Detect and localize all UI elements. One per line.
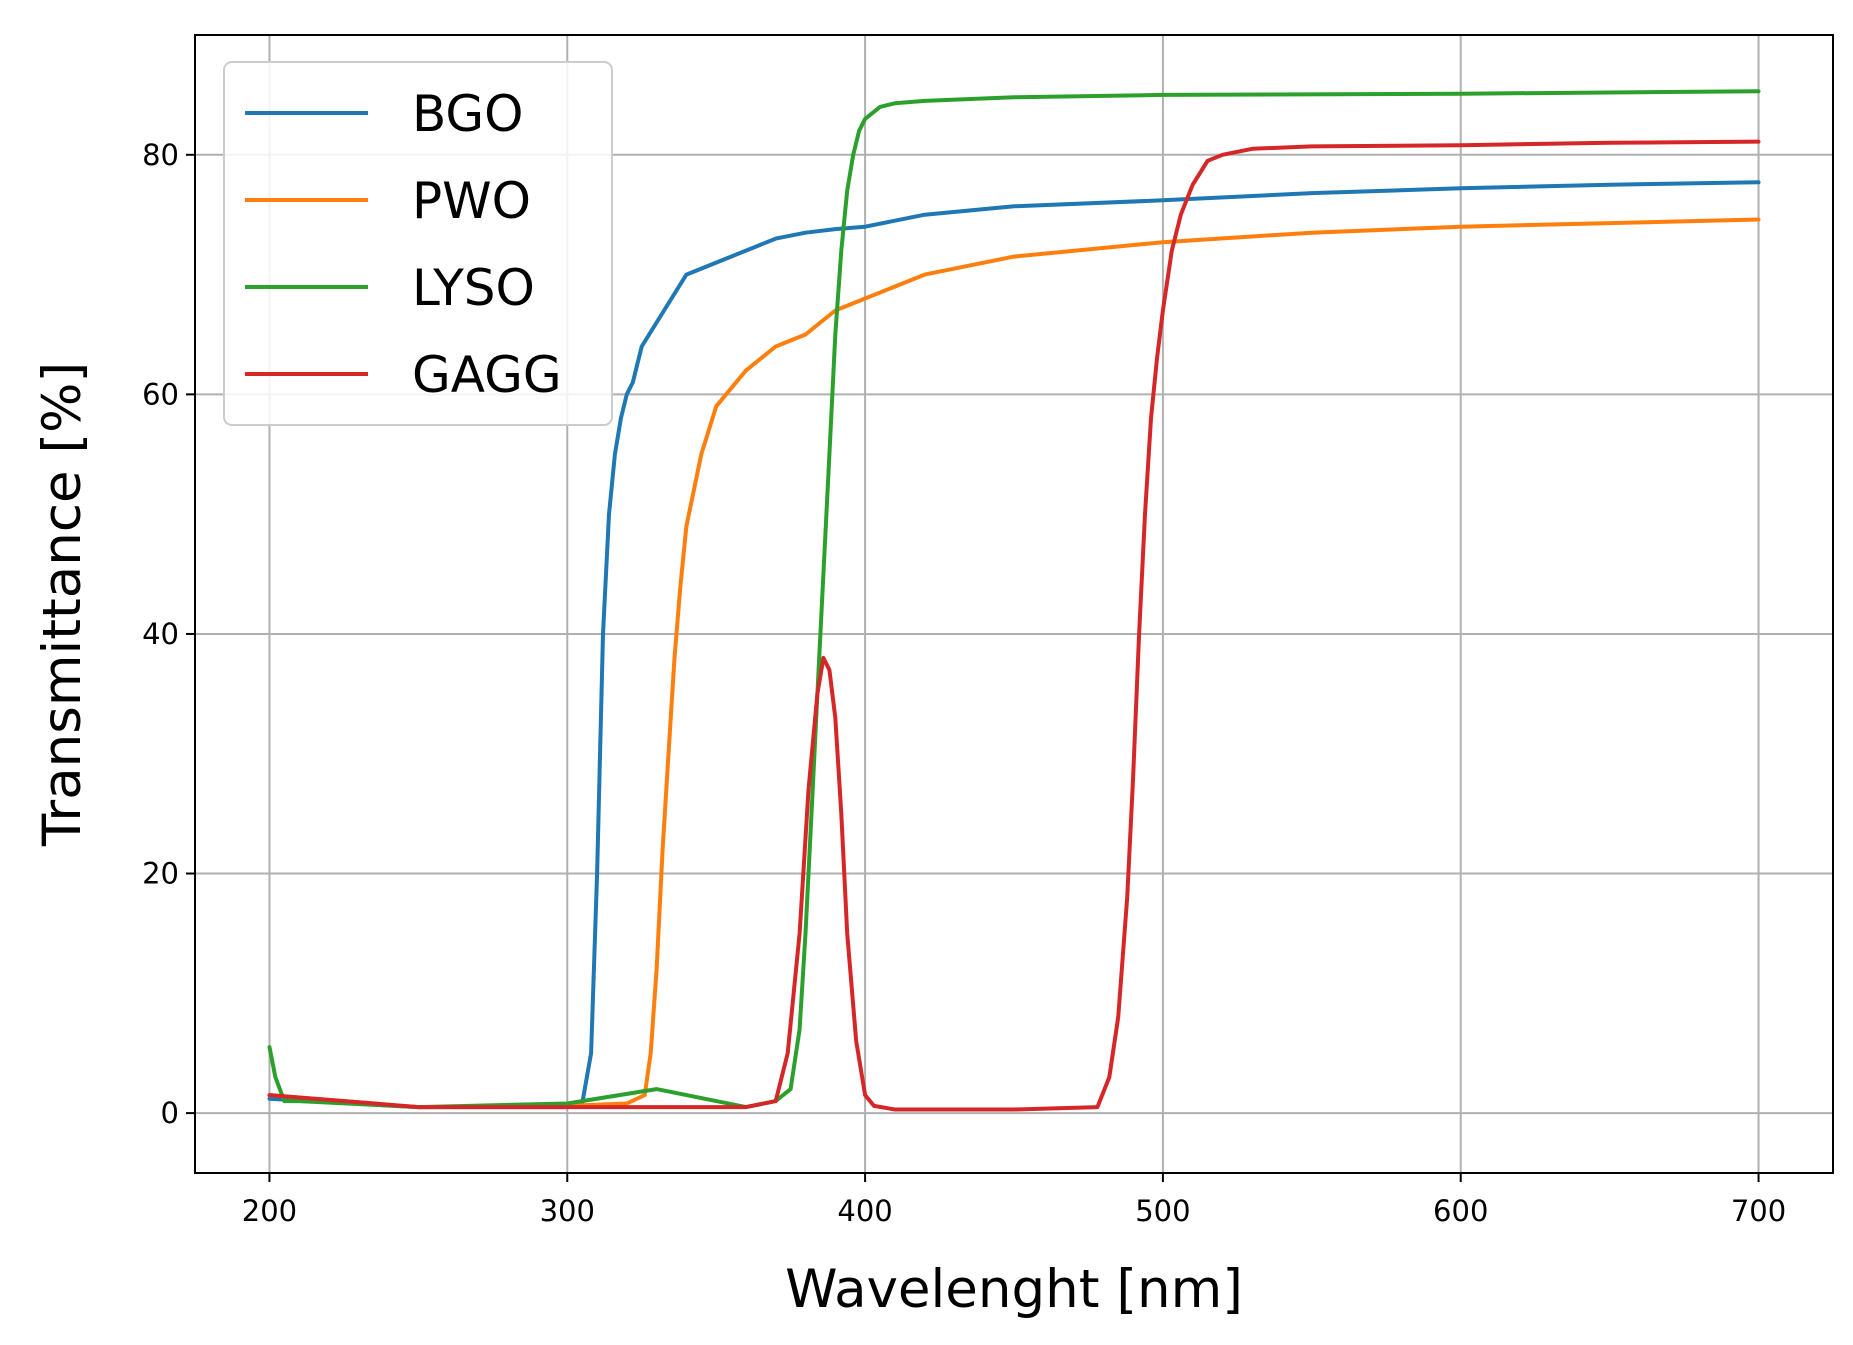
series-lines (267, 89, 1761, 1112)
legend-box (223, 61, 613, 426)
y-tick-label: 20 (142, 857, 179, 891)
x-tick-label: 700 (1731, 1194, 1786, 1228)
legend-label-bgo: BGO (412, 85, 524, 143)
legend-label-gagg: GAGG (412, 346, 562, 404)
y-tick-label: 60 (142, 377, 179, 411)
x-tick-label: 600 (1433, 1194, 1488, 1228)
legend-label-pwo: PWO (412, 172, 531, 230)
legend: BGO PWO LYSO GAGG (223, 61, 613, 426)
x-tick-label: 400 (837, 1194, 892, 1228)
y-tick-label: 80 (142, 138, 179, 172)
series-line-gagg (267, 139, 1761, 1112)
plot-frame (194, 34, 1834, 1174)
series-line-bgo (267, 180, 1761, 1110)
x-axis-title: Wavelenght [nm] (785, 1259, 1243, 1320)
x-tick-label: 500 (1135, 1194, 1190, 1228)
x-axis-ticks: 200 300 400 500 600 700 (242, 1173, 1786, 1228)
series-line-lyso (267, 89, 1761, 1110)
legend-label-lyso: LYSO (412, 259, 535, 317)
y-axis-ticks: 0 20 40 60 80 (142, 138, 195, 1130)
x-tick-label: 200 (242, 1194, 297, 1228)
x-tick-label: 300 (540, 1194, 595, 1228)
y-tick-label: 40 (142, 617, 179, 651)
series-line-pwo (267, 217, 1761, 1110)
y-axis-title: Transmittance [%] (32, 362, 93, 847)
y-tick-label: 0 (161, 1096, 179, 1130)
